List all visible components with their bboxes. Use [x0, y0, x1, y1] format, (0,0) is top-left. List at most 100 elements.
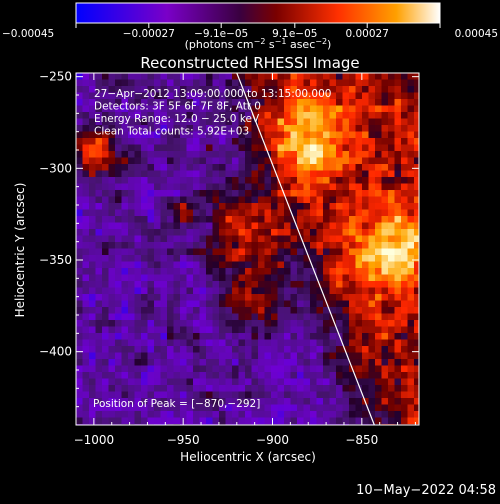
heatmap-cell — [388, 131, 396, 139]
heatmap-cell — [186, 170, 194, 178]
heatmap-cell — [134, 112, 142, 120]
heatmap-cell — [245, 125, 253, 133]
heatmap-cell — [355, 268, 363, 276]
heatmap-cell — [277, 391, 285, 399]
heatmap-cell — [284, 294, 292, 302]
heatmap-cell — [134, 92, 142, 100]
heatmap-cell — [381, 352, 389, 360]
heatmap-cell — [238, 105, 246, 113]
heatmap-cell — [245, 131, 253, 139]
heatmap-cell — [329, 157, 337, 165]
heatmap-cell — [290, 307, 298, 315]
heatmap-cell — [375, 339, 383, 347]
heatmap-cell — [388, 378, 396, 386]
heatmap-cell — [82, 398, 90, 406]
heatmap-cell — [225, 79, 233, 87]
heatmap-cell — [167, 346, 175, 354]
heatmap-cell — [180, 125, 188, 133]
heatmap-cell — [219, 255, 227, 263]
heatmap-cell — [316, 177, 324, 185]
heatmap-cell — [141, 248, 149, 256]
heatmap-cell — [258, 235, 266, 243]
heatmap-cell — [342, 326, 350, 334]
heatmap-cell — [102, 196, 110, 204]
heatmap-cell — [355, 346, 363, 354]
heatmap-cell — [141, 242, 149, 250]
heatmap-cell — [349, 92, 357, 100]
heatmap-cell — [167, 118, 175, 126]
heatmap-cell — [284, 79, 292, 87]
heatmap-cell — [316, 313, 324, 321]
heatmap-cell — [310, 294, 318, 302]
heatmap-cell — [167, 261, 175, 269]
heatmap-cell — [128, 183, 136, 191]
heatmap-cell — [323, 164, 331, 172]
heatmap-cell — [108, 229, 116, 237]
heatmap-cell — [108, 372, 116, 380]
heatmap-cell — [316, 391, 324, 399]
heatmap-cell — [206, 164, 214, 172]
heatmap-cell — [225, 411, 233, 419]
x-tick-label: −950 — [167, 433, 200, 447]
heatmap-cell — [238, 398, 246, 406]
heatmap-cell — [76, 118, 84, 126]
heatmap-cell — [303, 196, 311, 204]
heatmap-cell — [336, 268, 344, 276]
heatmap-cell — [303, 352, 311, 360]
heatmap-cell — [336, 99, 344, 107]
heatmap-cell — [401, 248, 409, 256]
heatmap-cell — [102, 372, 110, 380]
heatmap-cell — [310, 242, 318, 250]
heatmap-cell — [316, 359, 324, 367]
heatmap-cell — [368, 170, 376, 178]
heatmap-cell — [206, 372, 214, 380]
heatmap-cell — [401, 281, 409, 289]
heatmap-cell — [342, 164, 350, 172]
heatmap-cell — [108, 170, 116, 178]
heatmap-cell — [394, 177, 402, 185]
heatmap-cell — [362, 411, 370, 419]
heatmap-cell — [336, 261, 344, 269]
heatmap-cell — [128, 313, 136, 321]
heatmap-cell — [167, 92, 175, 100]
heatmap-cell — [323, 151, 331, 159]
heatmap-cell — [82, 138, 90, 146]
heatmap-cell — [355, 235, 363, 243]
heatmap-cell — [362, 365, 370, 373]
heatmap-cell — [316, 307, 324, 315]
heatmap-cell — [375, 79, 383, 87]
heatmap-cell — [401, 404, 409, 412]
heatmap-cell — [284, 118, 292, 126]
heatmap-cell — [394, 248, 402, 256]
heatmap-cell — [115, 112, 123, 120]
heatmap-cell — [199, 164, 207, 172]
heatmap-cell — [394, 73, 402, 81]
heatmap-cell — [134, 203, 142, 211]
heatmap-cell — [238, 300, 246, 308]
heatmap-cell — [173, 365, 181, 373]
colorbar-units-label: (photons cm−2 s−1 asec−2) — [185, 37, 332, 51]
heatmap-cell — [349, 391, 357, 399]
heatmap-cell — [297, 365, 305, 373]
heatmap-cell — [173, 326, 181, 334]
heatmap-cell — [407, 372, 415, 380]
heatmap-cell — [316, 125, 324, 133]
heatmap-cell — [186, 339, 194, 347]
heatmap-cell — [154, 183, 162, 191]
heatmap-cell — [167, 177, 175, 185]
heatmap-cell — [76, 112, 84, 120]
heatmap-cell — [284, 177, 292, 185]
heatmap-cell — [303, 378, 311, 386]
heatmap-cell — [388, 326, 396, 334]
heatmap-cell — [95, 365, 103, 373]
heatmap-cell — [82, 170, 90, 178]
heatmap-cell — [375, 255, 383, 263]
heatmap-cell — [388, 118, 396, 126]
heatmap-cell — [316, 79, 324, 87]
heatmap-cell — [349, 281, 357, 289]
heatmap-cell — [147, 320, 155, 328]
heatmap-cell — [407, 339, 415, 347]
heatmap-cell — [154, 229, 162, 237]
heatmap-cell — [199, 229, 207, 237]
heatmap-cell — [206, 300, 214, 308]
